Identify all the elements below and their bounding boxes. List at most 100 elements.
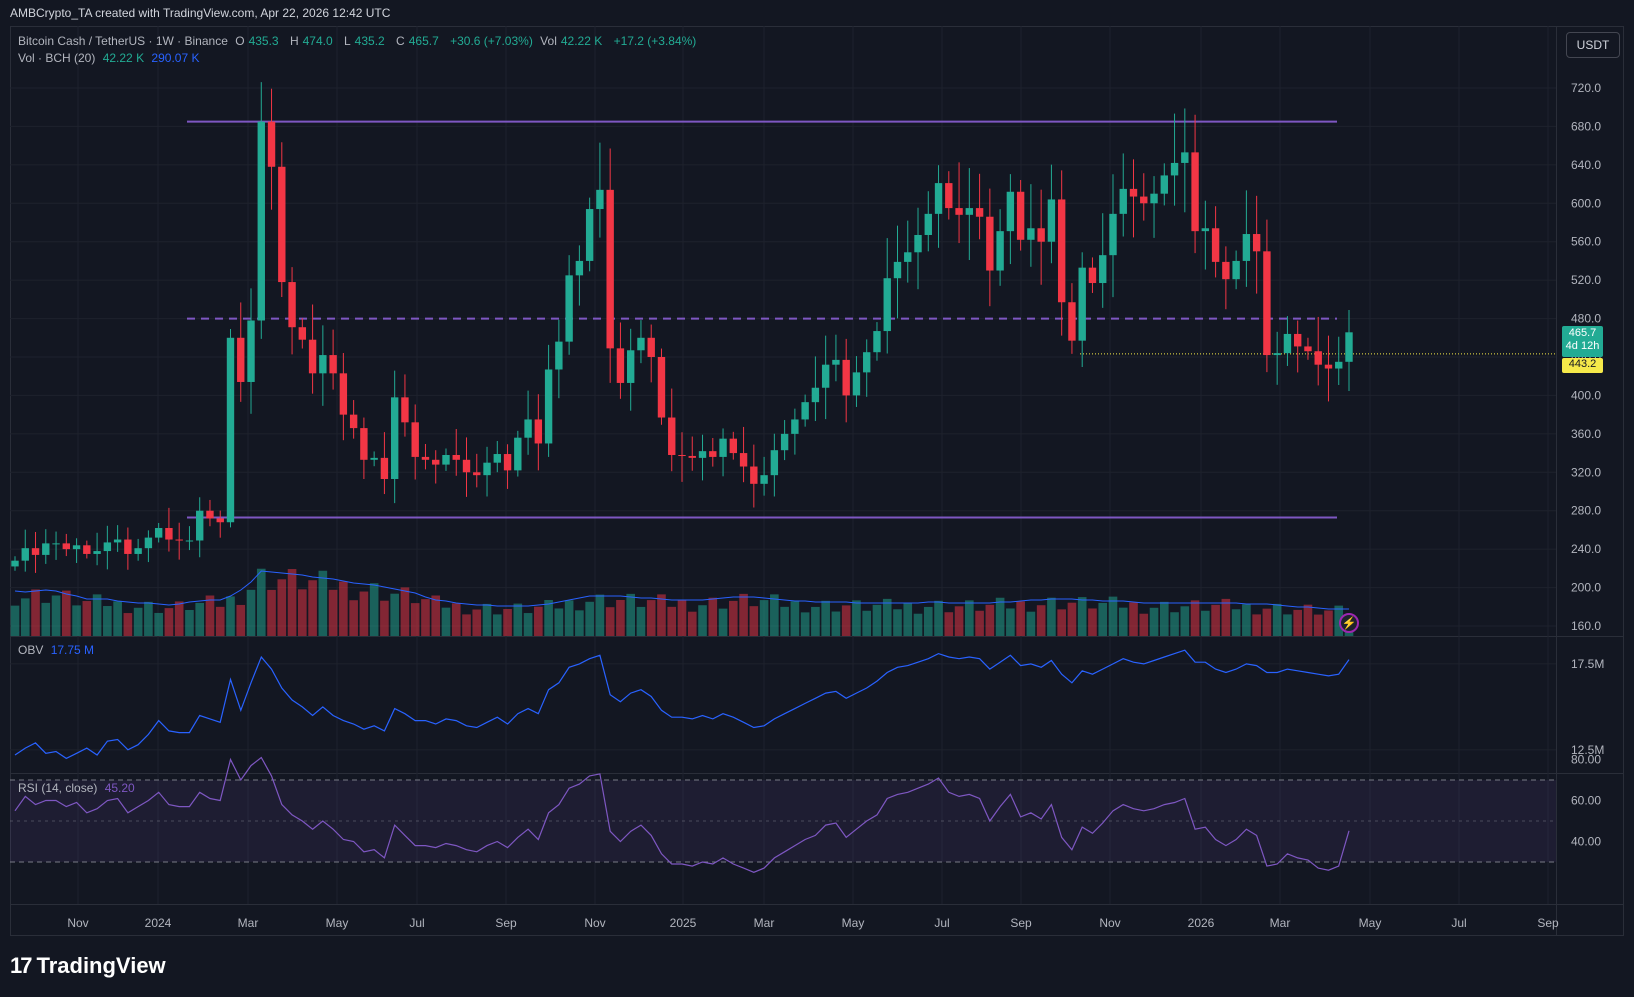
volume-bar <box>349 600 358 636</box>
candle-body <box>1211 228 1220 262</box>
rsi-value: 45.20 <box>104 781 135 795</box>
volume-bar <box>369 583 379 636</box>
volume-bar <box>852 600 861 636</box>
rsi-axis-label: 40.00 <box>1571 835 1601 849</box>
candle-body <box>1027 228 1035 240</box>
symbol-name[interactable]: Bitcoin Cash / TetherUS · 1W · Binance <box>18 34 228 48</box>
candle-body <box>257 121 265 321</box>
candle-body <box>154 528 163 538</box>
candle-body <box>1057 199 1066 303</box>
current-price-value: 465.7 <box>1568 327 1597 339</box>
volume-current: 42.22 K <box>102 51 145 65</box>
volume-bar <box>1170 612 1179 636</box>
price-axis-label: 160.0 <box>1571 619 1601 633</box>
candle-body <box>124 539 132 554</box>
candle-body <box>575 260 584 276</box>
volume-bar <box>1313 614 1323 636</box>
candle-body <box>308 339 317 374</box>
volume-bar <box>882 598 892 636</box>
candle-body <box>1314 351 1322 365</box>
volume-bar <box>215 606 225 636</box>
currency-button[interactable]: USDT <box>1566 32 1620 58</box>
volume-bar <box>965 600 974 636</box>
volume-bar <box>482 603 492 636</box>
volume-bar <box>472 609 482 636</box>
tradingview-logo[interactable]: 17 TradingView <box>10 953 166 979</box>
candle-body <box>1181 152 1189 163</box>
candle-body <box>904 252 912 262</box>
volume-bar <box>51 595 61 636</box>
volume-bar <box>1180 606 1190 636</box>
volume-bar <box>298 589 307 636</box>
candle-body <box>1273 353 1281 356</box>
volume-bar <box>944 612 954 636</box>
chart-caption: AMBCrypto_TA created with TradingView.co… <box>10 6 391 20</box>
candle-body <box>462 459 471 473</box>
volume-bar <box>687 611 697 636</box>
volume-bar <box>390 593 399 636</box>
volume-bar <box>1098 602 1108 636</box>
candle-body <box>360 428 368 460</box>
volume-bar <box>174 601 184 636</box>
candle-body <box>791 419 799 434</box>
time-axis-label: Jul <box>934 916 949 930</box>
candle-body <box>616 348 625 383</box>
volume-bar <box>985 604 995 636</box>
volume-bar <box>626 593 636 636</box>
volume-bar <box>1036 605 1046 636</box>
price-axis-label: 520.0 <box>1571 273 1601 287</box>
candle-body <box>514 437 522 471</box>
volume-bar <box>831 611 841 636</box>
time-axis-label: Sep <box>1010 916 1032 930</box>
volume-bar <box>308 580 317 636</box>
open-value: 435.3 <box>248 34 279 48</box>
volume-bar <box>380 600 389 636</box>
candle-body <box>1088 267 1097 284</box>
candle-body <box>1252 234 1261 252</box>
candle-body <box>760 475 768 484</box>
candle-body <box>298 327 307 340</box>
open-label: O <box>235 34 245 48</box>
volume-bar <box>1231 609 1241 636</box>
volume-bar <box>893 609 902 636</box>
candle-body <box>52 543 60 545</box>
volume-bar <box>1252 614 1261 636</box>
close-value: 465.7 <box>408 34 439 48</box>
candle-body <box>113 539 122 543</box>
volume-bar <box>667 606 677 636</box>
volume-bar <box>1293 609 1303 636</box>
candle-body <box>729 438 738 454</box>
price-axis-label: 720.0 <box>1571 81 1601 95</box>
lightning-icon[interactable]: ⚡ <box>1339 613 1359 633</box>
time-axis-label: Sep <box>495 916 517 930</box>
candle-body <box>709 451 717 457</box>
volume-bar <box>544 600 553 636</box>
volume-bar <box>164 608 174 636</box>
obv-label[interactable]: OBV <box>18 643 44 657</box>
low-label: L <box>343 34 351 48</box>
obv-axis-label: 17.5M <box>1571 657 1604 671</box>
volume-indicator-name[interactable]: Vol · BCH (20) <box>18 51 96 65</box>
volume-bar <box>72 605 81 636</box>
volume-bar <box>92 594 102 636</box>
candle-body <box>801 402 809 420</box>
volume-bar <box>1006 608 1015 636</box>
volume-bar <box>739 593 748 636</box>
volume-bar <box>605 607 615 636</box>
close-label: C <box>396 34 405 48</box>
rsi-label[interactable]: RSI (14, close) <box>18 781 98 795</box>
volume-bar <box>585 601 594 636</box>
volume-bar <box>318 570 328 636</box>
price-axis-label: 360.0 <box>1571 427 1601 441</box>
candle-body <box>411 422 419 457</box>
candle-body <box>668 417 676 455</box>
volume-bar <box>903 603 913 636</box>
candle-body <box>196 510 204 541</box>
candle-body <box>1129 188 1138 197</box>
volume-bar <box>1077 597 1087 636</box>
candle-body <box>247 320 255 382</box>
candle-body <box>1160 175 1168 194</box>
volume-bar <box>267 589 276 636</box>
volume-bar <box>564 600 574 636</box>
